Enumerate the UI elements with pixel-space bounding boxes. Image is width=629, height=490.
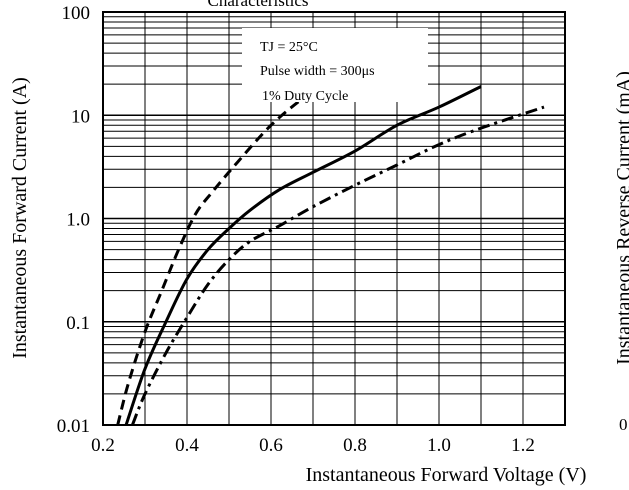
chart-title: Characteristics [207, 0, 308, 10]
x-tick-label: 1.2 [511, 435, 535, 456]
tick-labels: 0.2 0.4 0.6 0.8 1.0 1.2 0.01 0.1 1.0 10 100 [57, 3, 535, 456]
right-panel-y-axis-label: Instantaneous Reverse Current (mA) [613, 71, 629, 365]
annotation-line-3: 1% Duty Cycle [262, 89, 348, 104]
x-tick-label: 1.0 [427, 435, 451, 456]
x-tick-label: 0.4 [175, 435, 199, 456]
y-tick-label: 100 [62, 3, 91, 24]
x-tick-label: 0.6 [259, 435, 283, 456]
annotation-box [242, 28, 428, 102]
annotation-line-1: TJ = 25°C [260, 40, 318, 55]
y-axis-label: Instantaneous Forward Current (A) [9, 77, 31, 359]
y-tick-label: 10 [71, 106, 90, 127]
x-tick-label: 0.2 [91, 435, 115, 456]
series-line-dash-dot [131, 105, 545, 426]
y-tick-label: 1.0 [66, 210, 90, 231]
x-tick-label: 0.8 [343, 435, 367, 456]
annotation-line-2: Pulse width = 300μs [260, 64, 375, 79]
y-tick-label: 0.01 [57, 416, 90, 437]
plot-frame [102, 11, 566, 426]
x-axis-label: Instantaneous Forward Voltage (V) [306, 464, 587, 486]
y-tick-label: 0.1 [66, 313, 90, 334]
series-line-solid [124, 85, 482, 426]
right-panel-tick-label: 0 [619, 415, 628, 434]
